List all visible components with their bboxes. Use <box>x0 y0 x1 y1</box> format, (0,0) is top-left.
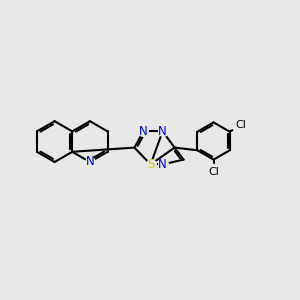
Text: N: N <box>139 125 148 138</box>
Text: S: S <box>147 158 154 171</box>
Text: N: N <box>158 158 167 171</box>
Text: N: N <box>85 155 94 169</box>
Text: Cl: Cl <box>235 120 246 130</box>
Text: Cl: Cl <box>208 167 219 177</box>
Text: N: N <box>158 125 167 138</box>
